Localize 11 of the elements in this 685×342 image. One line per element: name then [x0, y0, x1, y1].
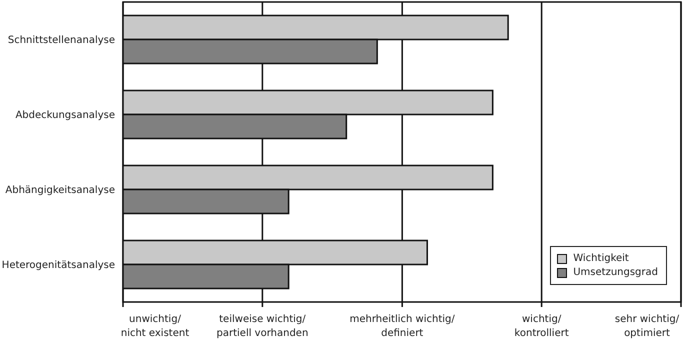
y-tick-label: Schnittstellenanalyse [8, 35, 115, 46]
y-tick-label: Heterogenitätsanalyse [2, 260, 115, 272]
ref-line-label: wichtig/ kontrolliert [514, 314, 569, 339]
text: Wichtigkeit [572, 253, 630, 264]
legend-label: unwichtig/ nicht existent [120, 314, 190, 339]
text: Umsetzungsgrad [572, 267, 658, 278]
y-tick-label: Abhängigkeitsanalyse [5, 185, 115, 196]
legend-label: sehr wichtig/ optimiert [614, 314, 680, 339]
ref-line-label: teilweise wichtig/ partiell vorhanden [216, 314, 308, 339]
y-tick-label: Abdeckungsanalyse [15, 110, 115, 122]
ref-line-label: mehrheitlich wichtig/ definiert [350, 314, 456, 339]
